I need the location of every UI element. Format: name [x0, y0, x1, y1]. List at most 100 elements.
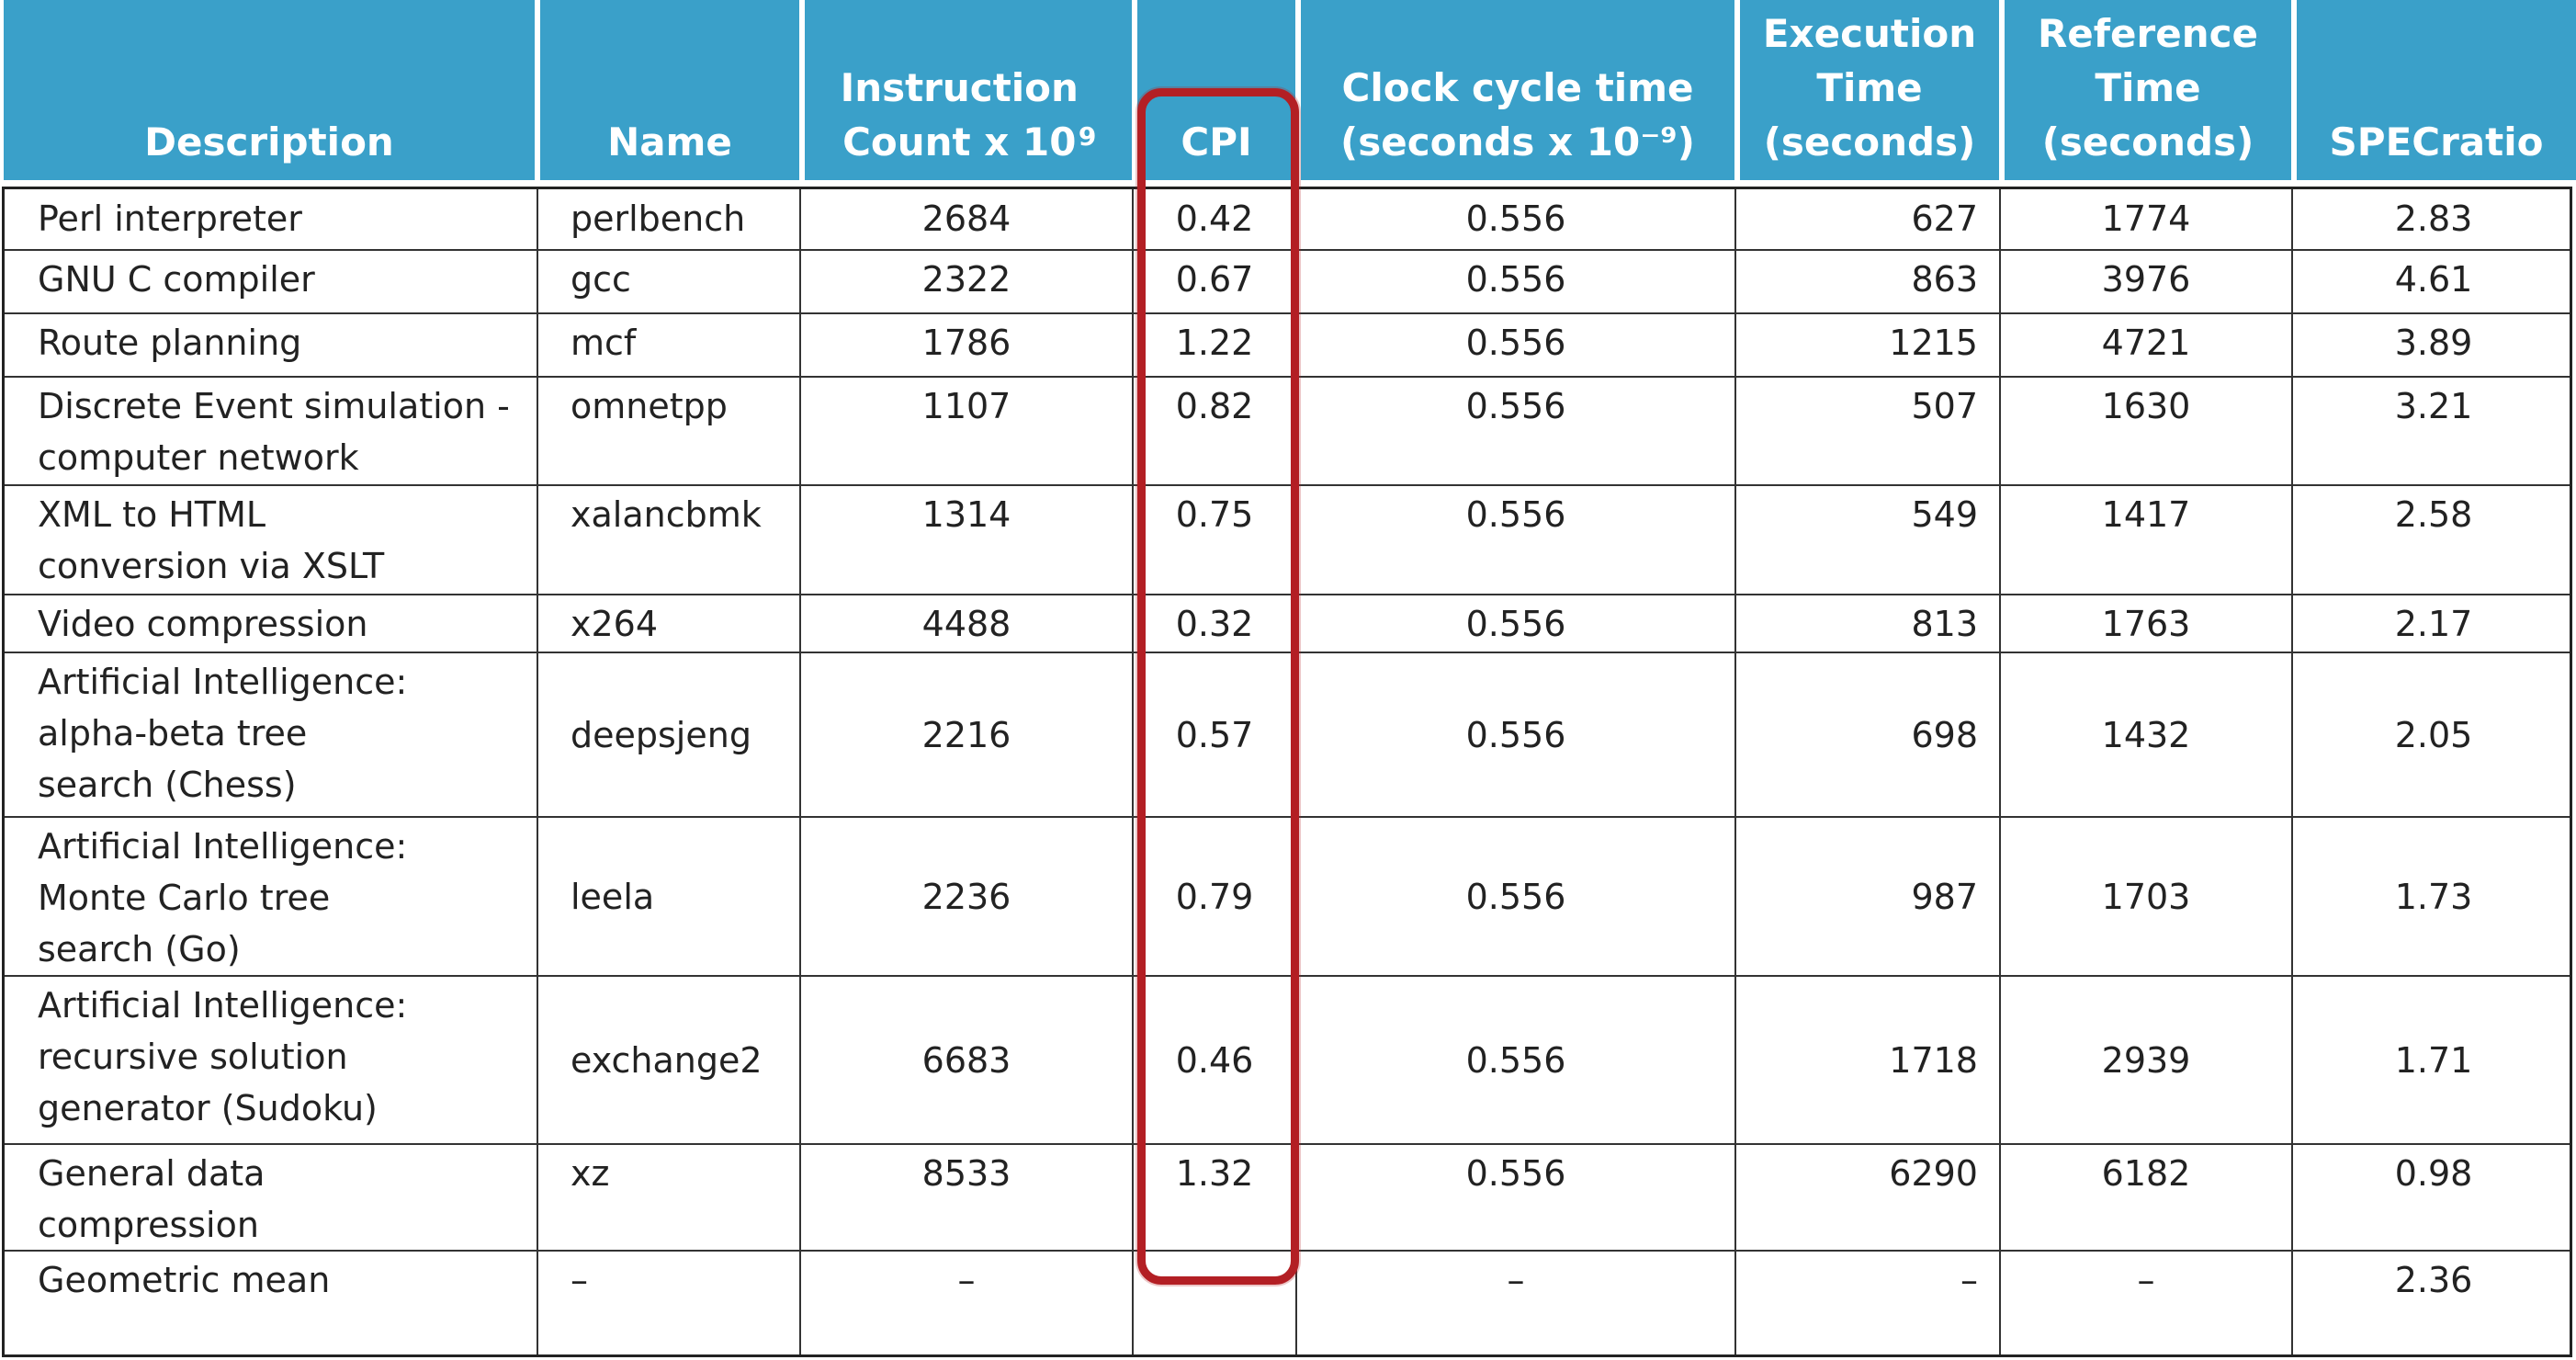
table-header: Description Name Instruction Count x 10 9…: [0, 0, 2576, 180]
cell-name: deepsjeng: [571, 715, 751, 755]
cell-reference-time: 1763: [2101, 604, 2191, 644]
cell-name: gcc: [571, 259, 631, 300]
cell-reference-time: –: [2137, 1260, 2155, 1300]
cell-reference-time: 1432: [2101, 715, 2191, 755]
benchmark-table: Perl interpreter perlbench 2684 0.42 0.556 62…: [2, 187, 2572, 1357]
cell-description: General data compression: [38, 1153, 266, 1245]
cell-cpi: 0.32: [1175, 604, 1254, 644]
cell-cpi: 1.22: [1175, 323, 1254, 363]
cell-clock-cycle: 0.556: [1465, 1153, 1566, 1194]
cell-name: –: [571, 1260, 588, 1300]
cell-clock-cycle: 0.556: [1465, 715, 1566, 755]
cell-reference-time: 1703: [2101, 877, 2191, 917]
cell-description: Geometric mean: [38, 1260, 331, 1300]
cell-execution-time: 863: [1911, 259, 1978, 300]
header-specratio: SPECratio: [2297, 0, 2576, 180]
cell-cpi: 0.67: [1175, 259, 1254, 300]
cell-name: xalancbmk: [571, 494, 762, 535]
cell-execution-time: –: [1960, 1260, 1978, 1300]
cell-cpi: 0.57: [1175, 715, 1254, 755]
row-divider: [5, 1250, 2570, 1252]
column-divider: [2291, 189, 2293, 1354]
cpi-column-highlight: [1137, 88, 1299, 1285]
row-divider: [5, 975, 2570, 977]
cell-instruction-count: 1786: [921, 323, 1011, 363]
cell-specratio: 2.58: [2394, 494, 2473, 535]
column-divider: [799, 189, 801, 1354]
header-execution-time: Execution Time (seconds): [1740, 0, 1999, 180]
cell-description: Artificial Intelligence: recursive solut…: [38, 985, 408, 1128]
row-divider: [5, 376, 2570, 378]
cell-specratio: 2.17: [2394, 604, 2473, 644]
column-divider: [1734, 189, 1736, 1354]
row-divider: [5, 249, 2570, 251]
cell-reference-time: 6182: [2101, 1153, 2191, 1194]
cell-execution-time: 698: [1911, 715, 1978, 755]
cell-instruction-count: 6683: [921, 1040, 1011, 1081]
cell-reference-time: 4721: [2101, 323, 2191, 363]
cell-clock-cycle: 0.556: [1465, 494, 1566, 535]
cell-description: Artificial Intelligence: Monte Carlo tre…: [38, 826, 408, 969]
header-description: Description: [4, 0, 535, 180]
cell-description: XML to HTML conversion via XSLT: [38, 494, 385, 586]
header-name: Name: [540, 0, 799, 180]
header-reference-time: Reference Time (seconds): [2005, 0, 2291, 180]
column-divider: [1132, 189, 1134, 1354]
cell-cpi: 0.75: [1175, 494, 1254, 535]
cell-name: leela: [571, 877, 655, 917]
row-divider: [5, 652, 2570, 653]
cell-instruction-count: 2684: [921, 198, 1011, 239]
cell-clock-cycle: 0.556: [1465, 604, 1566, 644]
cell-clock-cycle: 0.556: [1465, 198, 1566, 239]
cell-specratio: 3.89: [2394, 323, 2473, 363]
cell-execution-time: 987: [1911, 877, 1978, 917]
header-clock-cycle: Clock cycle time (seconds x 10⁻⁹): [1301, 0, 1734, 180]
cell-name: xz: [571, 1153, 610, 1194]
cell-instruction-count: 2216: [921, 715, 1011, 755]
header-instruction-count-label: Instruction Count x 10: [840, 65, 1079, 164]
cell-execution-time: 507: [1911, 386, 1978, 426]
column-divider: [1999, 189, 2001, 1354]
header-instruction-count: Instruction Count x 10 9: [805, 0, 1132, 180]
cell-description: Video compression: [38, 604, 368, 644]
cell-execution-time: 627: [1911, 198, 1978, 239]
cell-instruction-count: 1314: [921, 494, 1011, 535]
cell-instruction-count: 1107: [921, 386, 1011, 426]
cell-cpi: 0.42: [1175, 198, 1254, 239]
cell-cpi: 1.32: [1175, 1153, 1254, 1194]
cell-execution-time: 6290: [1889, 1153, 1978, 1194]
cell-clock-cycle: 0.556: [1465, 259, 1566, 300]
cell-reference-time: 3976: [2101, 259, 2191, 300]
cell-specratio: 2.83: [2394, 198, 2473, 239]
cell-clock-cycle: 0.556: [1465, 1040, 1566, 1081]
cell-name: mcf: [571, 323, 637, 363]
cell-execution-time: 549: [1911, 494, 1978, 535]
cell-instruction-count: 8533: [921, 1153, 1011, 1194]
cell-specratio: 2.36: [2394, 1260, 2473, 1300]
cell-reference-time: 2939: [2101, 1040, 2191, 1081]
cell-specratio: 4.61: [2394, 259, 2473, 300]
cell-specratio: 3.21: [2394, 386, 2473, 426]
cell-cpi: 0.82: [1175, 386, 1254, 426]
row-divider: [5, 816, 2570, 818]
cell-execution-time: 813: [1911, 604, 1978, 644]
cell-clock-cycle: 0.556: [1465, 386, 1566, 426]
cell-reference-time: 1417: [2101, 494, 2191, 535]
cell-reference-time: 1774: [2101, 198, 2191, 239]
cell-description: Perl interpreter: [38, 198, 302, 239]
cell-instruction-count: 2322: [921, 259, 1011, 300]
row-divider: [5, 312, 2570, 314]
cell-name: exchange2: [571, 1040, 763, 1081]
cell-specratio: 1.71: [2394, 1040, 2473, 1081]
cell-instruction-count: 2236: [921, 877, 1011, 917]
header-instruction-count-exponent: 9: [1078, 121, 1097, 152]
cell-name: omnetpp: [571, 386, 728, 426]
cell-name: x264: [571, 604, 659, 644]
cell-cpi: 0.46: [1175, 1040, 1254, 1081]
cell-specratio: 0.98: [2394, 1153, 2473, 1194]
row-divider: [5, 1143, 2570, 1145]
cell-instruction-count: –: [957, 1260, 976, 1300]
cell-clock-cycle: 0.556: [1465, 877, 1566, 917]
cell-execution-time: 1718: [1889, 1040, 1978, 1081]
row-divider: [5, 594, 2570, 595]
